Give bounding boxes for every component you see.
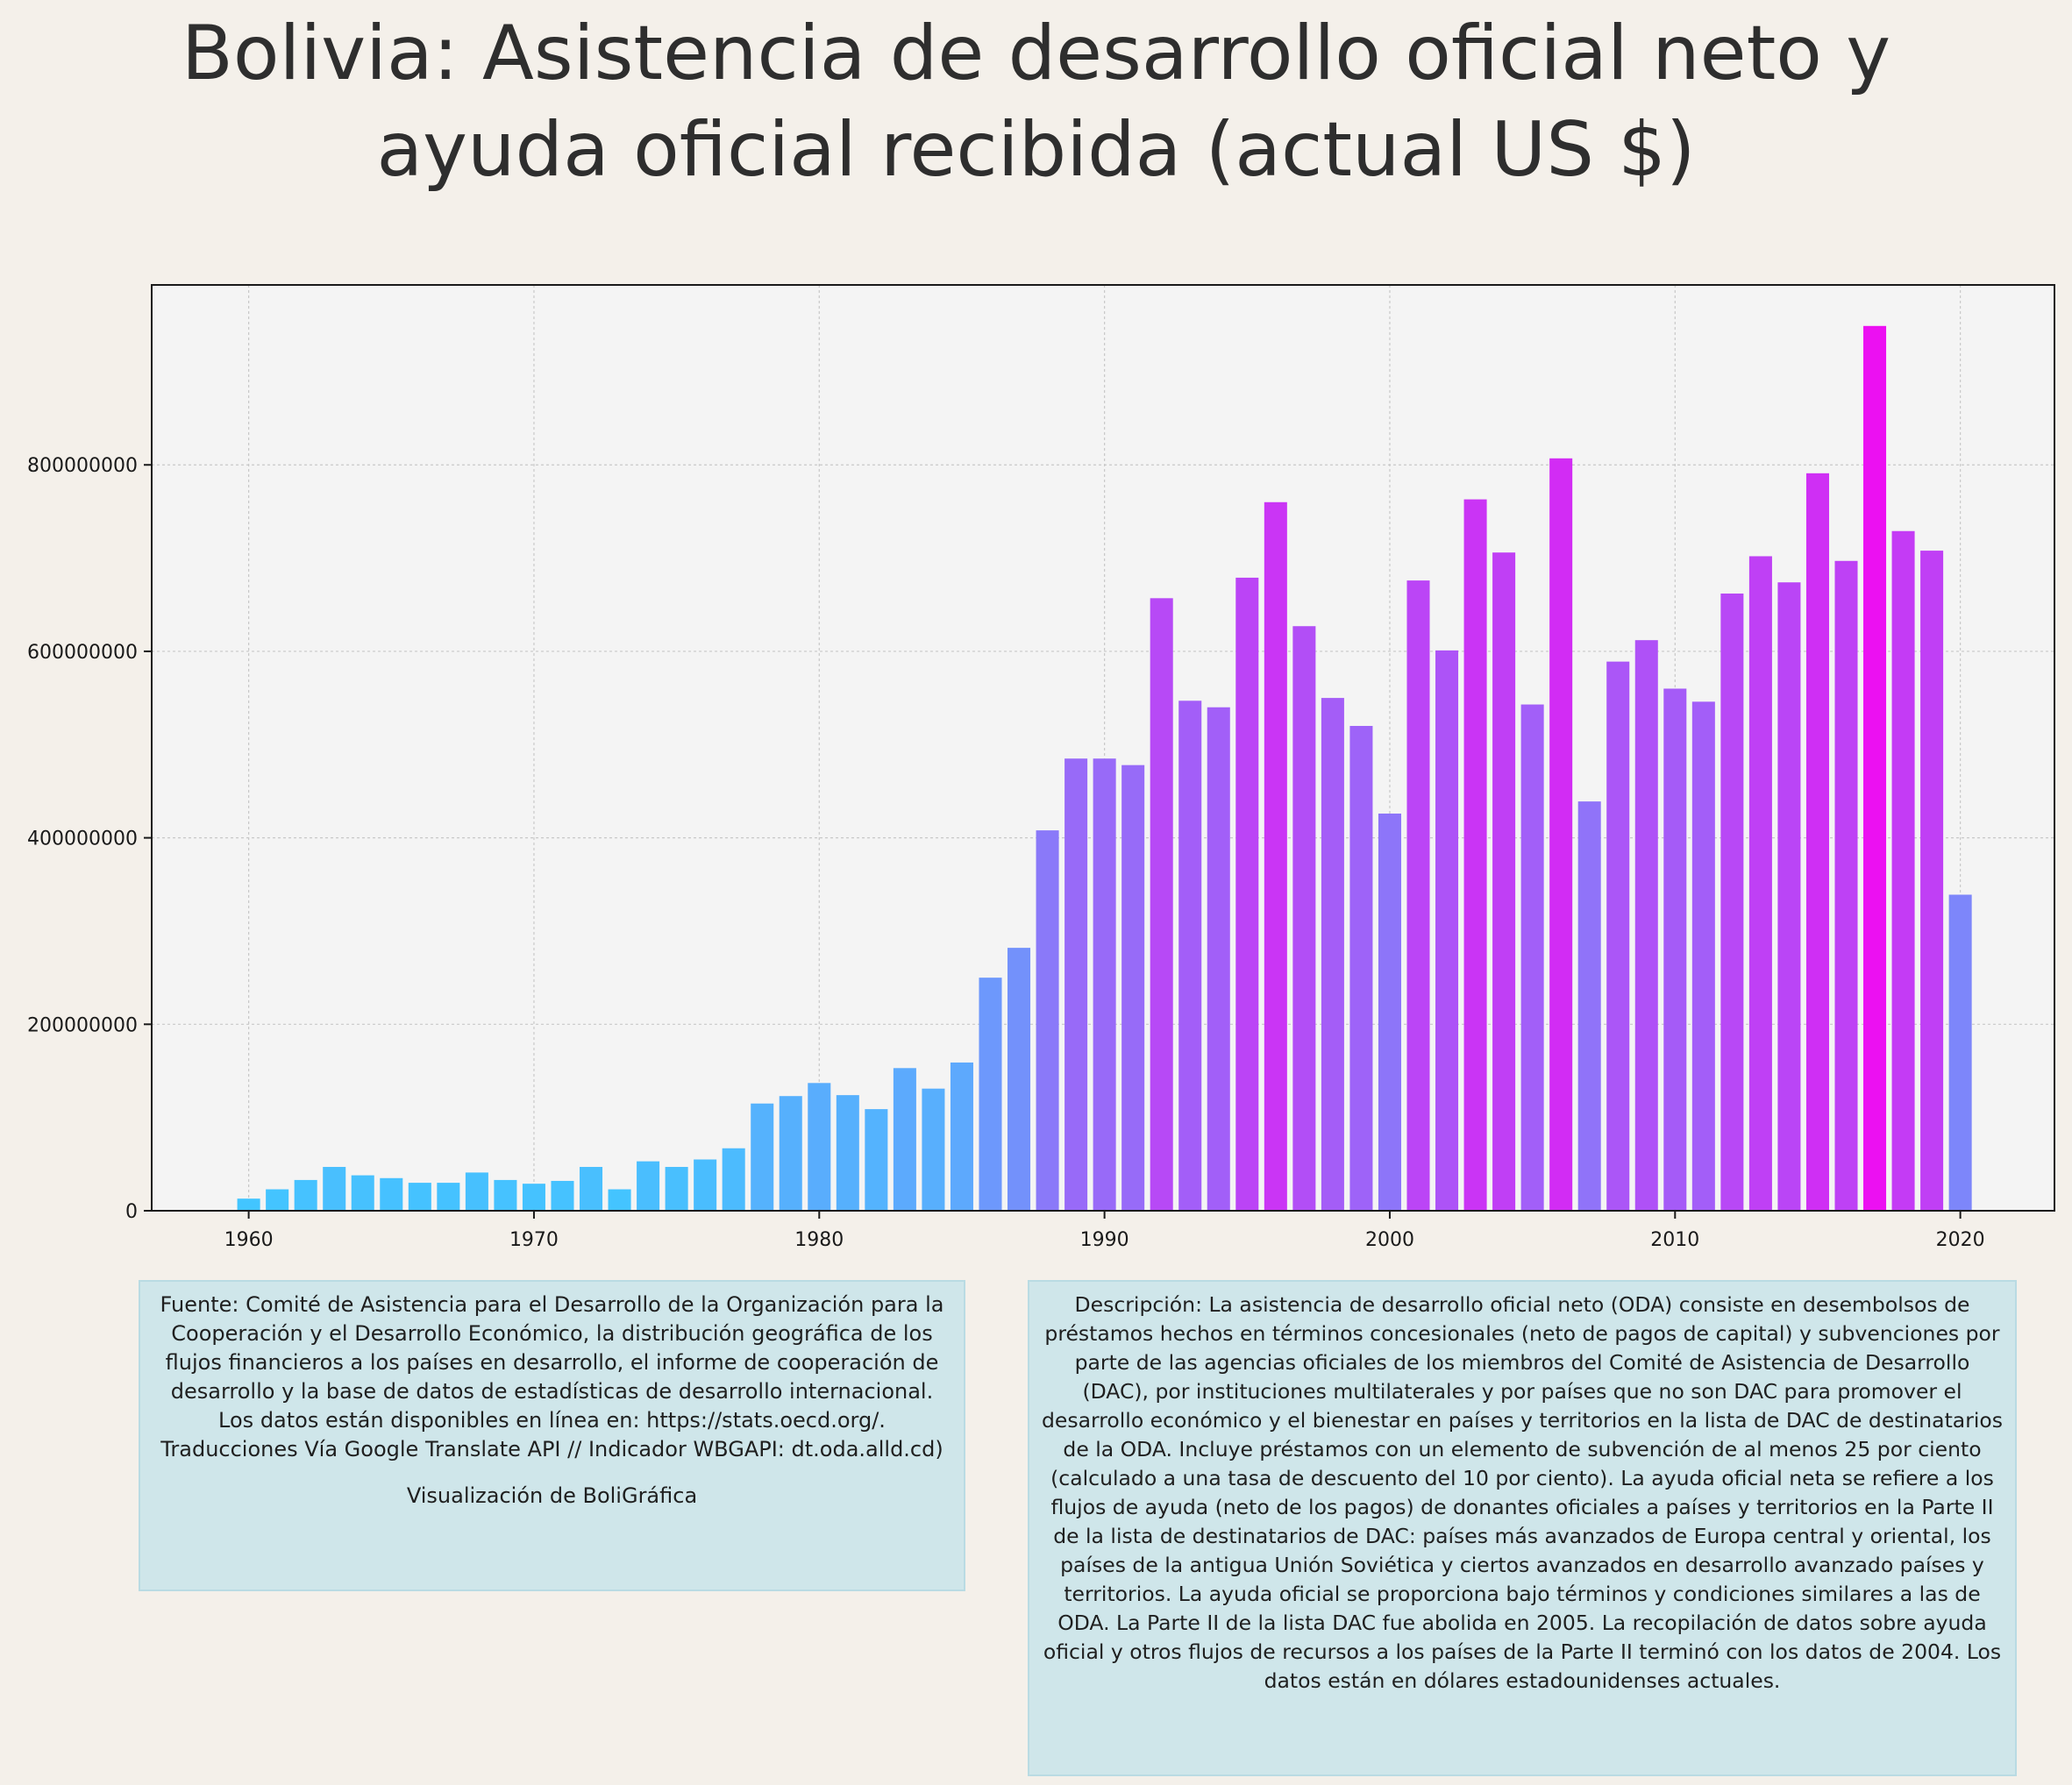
x-axis: 1960 1970 1980 1990 2000 2010 2020 xyxy=(224,1211,1985,1251)
bar-1985 xyxy=(950,1062,973,1211)
bar-2020 xyxy=(1948,894,1972,1211)
bar-2008 xyxy=(1606,661,1630,1211)
bar-1986 xyxy=(979,978,1002,1211)
y-tick-label-200000000: 200000000 xyxy=(27,1014,138,1036)
bar-2010 xyxy=(1663,688,1687,1211)
bar-1971 xyxy=(551,1180,574,1211)
bar-2014 xyxy=(1777,582,1801,1211)
bar-1988 xyxy=(1036,830,1059,1211)
bar-2005 xyxy=(1520,704,1544,1211)
source-box: Fuente: Comité de Asistencia para el Des… xyxy=(139,1280,965,1591)
bar-1969 xyxy=(494,1179,517,1211)
bar-1999 xyxy=(1349,726,1373,1211)
description-text: Descripción: La asistencia de desarrollo… xyxy=(1041,1292,2004,1693)
title-line-1: Bolivia: Asistencia de desarrollo oficia… xyxy=(181,10,1891,97)
x-tick-label-1970: 1970 xyxy=(509,1229,559,1251)
bar-1983 xyxy=(893,1068,916,1211)
y-tick-label-400000000: 400000000 xyxy=(27,828,138,850)
bar-1989 xyxy=(1064,758,1088,1211)
bar-1975 xyxy=(665,1167,688,1211)
bar-2007 xyxy=(1577,801,1601,1211)
bar-1996 xyxy=(1264,501,1287,1211)
bar-1968 xyxy=(465,1172,488,1211)
bar-1977 xyxy=(722,1148,745,1211)
y-axis: 0 200000000 400000000 600000000 800000000 xyxy=(27,455,152,1223)
bar-1966 xyxy=(408,1183,431,1211)
bar-2001 xyxy=(1406,580,1430,1211)
bar-chart: 1960 1970 1980 1990 2000 2010 2020 0 200000000 4… xyxy=(27,284,2055,1251)
y-tick-label-0: 0 xyxy=(125,1201,138,1223)
bar-1982 xyxy=(865,1109,888,1211)
bar-1990 xyxy=(1093,758,1116,1211)
bar-2002 xyxy=(1435,650,1459,1211)
bar-1993 xyxy=(1178,700,1202,1211)
x-tick-label-1980: 1980 xyxy=(794,1229,844,1251)
bar-2019 xyxy=(1920,551,1944,1211)
credit-text: Visualización de BoliGráfica xyxy=(406,1483,698,1508)
bar-1962 xyxy=(294,1179,317,1211)
bar-2006 xyxy=(1549,458,1573,1211)
bar-1998 xyxy=(1321,698,1344,1211)
bar-1981 xyxy=(836,1095,859,1211)
bar-1992 xyxy=(1150,598,1173,1211)
bar-1960 xyxy=(237,1198,260,1211)
bar-1995 xyxy=(1235,577,1259,1211)
bar-2017 xyxy=(1863,325,1887,1212)
x-tick-label-1960: 1960 xyxy=(224,1229,274,1251)
bar-1963 xyxy=(323,1167,346,1211)
bar-1987 xyxy=(1008,948,1031,1211)
bar-1973 xyxy=(608,1189,631,1211)
bar-1997 xyxy=(1292,626,1316,1211)
bar-1994 xyxy=(1207,707,1230,1211)
bar-2011 xyxy=(1691,701,1715,1211)
description-box: Descripción: La asistencia de desarrollo… xyxy=(1028,1280,2017,1776)
title-line-2: ayuda oficial recibida (actual US $) xyxy=(376,106,1696,194)
bar-1972 xyxy=(580,1167,603,1211)
bars xyxy=(237,325,1972,1212)
bar-1984 xyxy=(922,1088,945,1211)
y-tick-label-800000000: 800000000 xyxy=(27,455,138,477)
x-tick-label-2000: 2000 xyxy=(1365,1229,1414,1251)
bar-2004 xyxy=(1492,552,1516,1211)
bar-2018 xyxy=(1891,530,1915,1211)
bar-2016 xyxy=(1834,560,1858,1211)
bar-1978 xyxy=(751,1103,774,1211)
bar-2000 xyxy=(1378,813,1401,1211)
x-tick-label-1990: 1990 xyxy=(1080,1229,1129,1251)
bar-2015 xyxy=(1805,473,1829,1211)
bar-1976 xyxy=(694,1159,717,1211)
bar-1964 xyxy=(351,1175,374,1211)
bar-1991 xyxy=(1121,764,1145,1211)
bar-2003 xyxy=(1463,499,1487,1211)
bar-1961 xyxy=(266,1189,289,1211)
y-tick-label-600000000: 600000000 xyxy=(27,642,138,664)
bar-1979 xyxy=(779,1096,802,1211)
bar-1965 xyxy=(380,1177,403,1211)
plot-frame xyxy=(151,284,2055,1212)
source-text: Fuente: Comité de Asistencia para el Des… xyxy=(160,1292,944,1461)
x-tick-label-2010: 2010 xyxy=(1650,1229,1699,1251)
bar-1970 xyxy=(522,1184,545,1211)
bar-1974 xyxy=(637,1161,660,1211)
bar-1980 xyxy=(808,1083,831,1211)
bar-2009 xyxy=(1634,640,1658,1211)
bar-2013 xyxy=(1748,556,1772,1211)
bar-2012 xyxy=(1720,594,1744,1211)
chart-title: Bolivia: Asistencia de desarrollo oficia… xyxy=(0,5,2072,198)
x-tick-label-2020: 2020 xyxy=(1936,1229,1985,1251)
bar-1967 xyxy=(437,1183,460,1211)
